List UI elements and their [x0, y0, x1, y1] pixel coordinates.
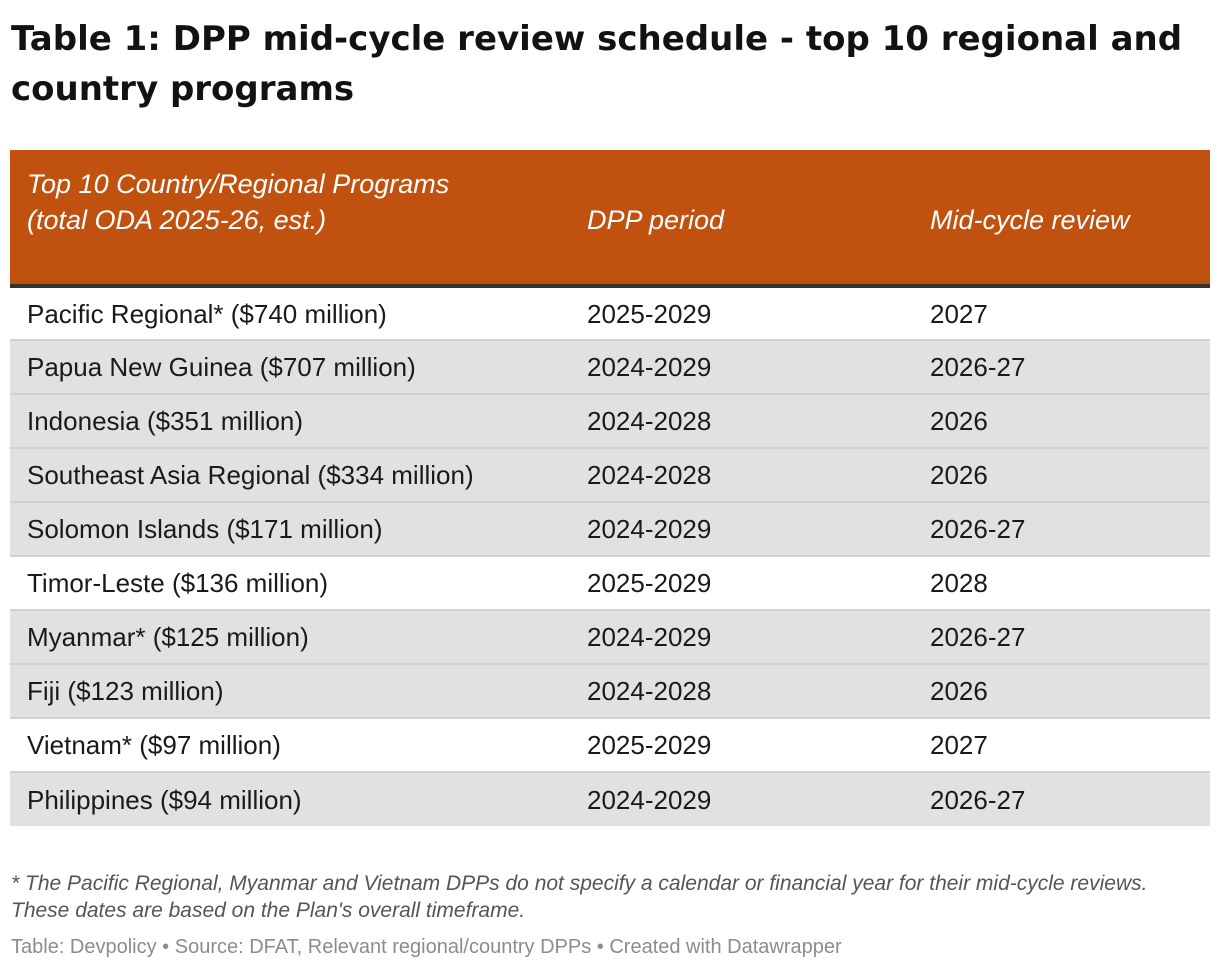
mid-cycle-review-cell: 2028 [913, 556, 1210, 611]
dpp-period-cell: 2024-2029 [570, 502, 913, 557]
table-row: Vietnam* ($97 million) 2025-2029 2027 [10, 718, 1210, 773]
program-cell: Indonesia ($351 million) [10, 394, 570, 449]
mid-cycle-review-cell: 2027 [913, 286, 1210, 341]
program-cell: Southeast Asia Regional ($334 million) [10, 448, 570, 503]
column-header-program-line: (total ODA 2025-26, est.) [27, 205, 327, 235]
page-title: Table 1: DPP mid-cycle review schedule -… [11, 19, 1183, 109]
table-header: Top 10 Country/Regional Programs (total O… [10, 150, 1210, 288]
table-row: Pacific Regional* ($740 million) 2025-202… [10, 286, 1210, 341]
mid-cycle-review-cell: 2026-27 [930, 784, 1026, 815]
mid-cycle-review-cell: 2026-27 [913, 340, 1210, 395]
dpp-period-cell: 2024-2029 [587, 784, 712, 815]
program-cell: Timor-Leste ($136 million) [10, 556, 570, 611]
dpp-period-cell: 2025-2029 [570, 718, 913, 773]
dpp-period-cell: 2024-2028 [570, 448, 913, 503]
mid-cycle-review-cell: 2026 [913, 448, 1210, 503]
source-credits: Table: Devpolicy • Source: DFAT, Relevan… [11, 936, 842, 958]
dpp-period-cell: 2025-2029 [570, 286, 913, 341]
column-header-mid-cycle-review: Mid-cycle review [913, 150, 1210, 288]
program-cell: Fiji ($123 million) [10, 664, 570, 719]
program-cell: Pacific Regional* ($740 million) [10, 286, 570, 341]
table-row: Myanmar* ($125 million) 2024-2029 2026-27 [10, 610, 1210, 665]
program-cell: Myanmar* ($125 million) [10, 610, 570, 665]
table-row: Southeast Asia Regional ($334 million) 20… [10, 448, 1210, 503]
table-row: Solomon Islands ($171 million) 2024-2029 2… [10, 502, 1210, 557]
program-cell: Vietnam* ($97 million) [10, 718, 570, 773]
mid-cycle-review-cell: 2026 [913, 664, 1210, 719]
header-row: Top 10 Country/Regional Programs (total O… [10, 150, 1210, 288]
table-row: Timor-Leste ($136 million) 2025-2029 2028 [10, 556, 1210, 611]
mid-cycle-review-cell: 2027 [913, 718, 1210, 773]
dpp-period-cell: 2024-2028 [570, 394, 913, 449]
column-header-program: Top 10 Country/Regional Programs (total O… [10, 150, 570, 288]
review-schedule-table-container: Top 10 Country/Regional Programs (total O… [10, 150, 1210, 826]
table-row: Fiji ($123 million) 2024-2028 2026 [10, 664, 1210, 719]
dpp-period-cell: 2024-2028 [570, 664, 913, 719]
program-cell: Philippines ($94 million) [27, 784, 302, 815]
table-row: Indonesia ($351 million) 2024-2028 2026 [10, 394, 1210, 449]
dpp-period-cell: 2025-2029 [570, 556, 913, 611]
mid-cycle-review-cell: 2026-27 [913, 502, 1210, 557]
table-body: Pacific Regional* ($740 million) 2025-202… [10, 286, 1210, 826]
footnote: * The Pacific Regional, Myanmar and Viet… [11, 872, 1148, 922]
column-header-dpp-period: DPP period [570, 150, 913, 288]
column-header-program-line: Top 10 Country/Regional Programs [27, 169, 450, 199]
program-cell: Papua New Guinea ($707 million) [10, 340, 570, 395]
dpp-period-cell: 2024-2029 [570, 340, 913, 395]
dpp-period-cell: 2024-2029 [570, 610, 913, 665]
mid-cycle-review-cell: 2026 [913, 394, 1210, 449]
mid-cycle-review-cell: 2026-27 [913, 610, 1210, 665]
program-cell: Solomon Islands ($171 million) [10, 502, 570, 557]
review-schedule-table: Top 10 Country/Regional Programs (total O… [10, 150, 1210, 826]
table-row: Philippines ($94 million) 2024-2029 2026-2… [10, 772, 1210, 826]
table-row: Papua New Guinea ($707 million) 2024-2029… [10, 340, 1210, 395]
